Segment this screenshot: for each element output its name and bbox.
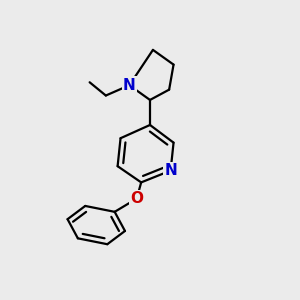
Text: O: O <box>130 191 143 206</box>
Text: N: N <box>164 163 177 178</box>
Text: N: N <box>123 78 136 93</box>
